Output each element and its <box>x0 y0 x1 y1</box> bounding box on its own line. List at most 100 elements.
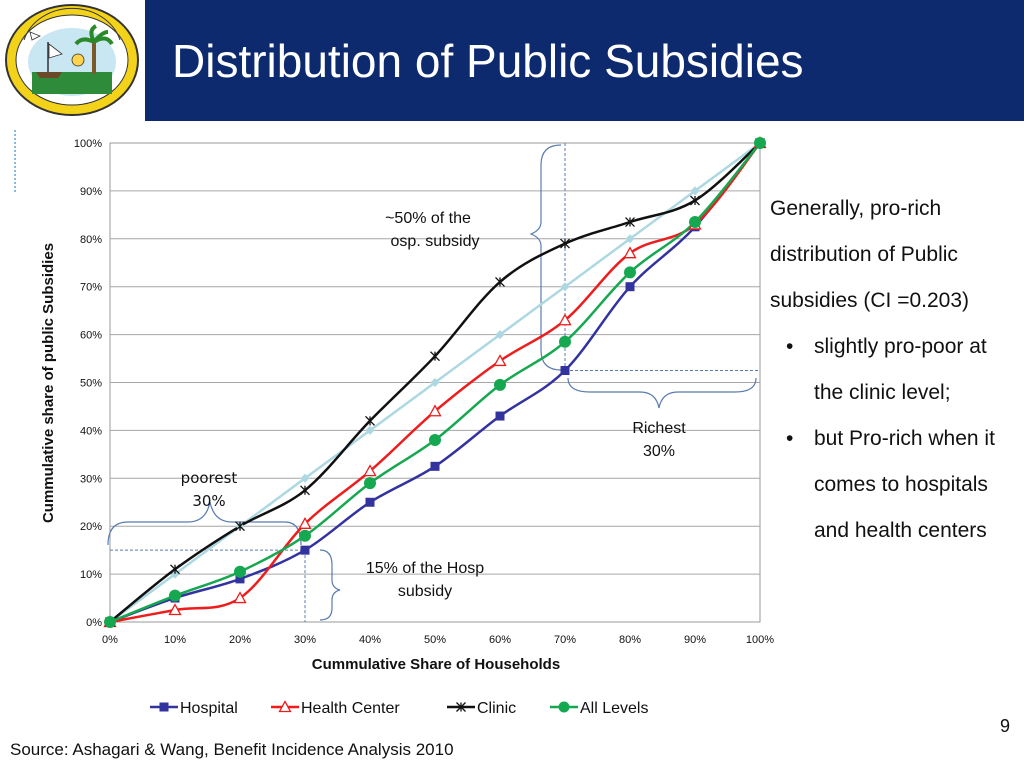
gridlines <box>110 190 760 575</box>
data-point-all-levels <box>624 266 636 279</box>
data-point-clinic <box>560 238 570 249</box>
data-point-hospital <box>495 411 505 421</box>
x-tick-label: 30% <box>294 634 316 646</box>
side-paragraph: Generally, pro-rich distribution of Publ… <box>770 197 970 312</box>
data-point-health-center <box>298 516 312 529</box>
brace-hosp15 <box>319 549 341 621</box>
slide-header: Distribution of Public Subsidies <box>0 0 1024 121</box>
y-tick-label: 70% <box>80 282 102 294</box>
series-line-all-levels <box>109 142 761 624</box>
annotation-hosp15-line1: 15% of the Hosp <box>366 560 484 577</box>
y-tick-label: 100% <box>74 138 102 150</box>
legend-marker-hospital <box>159 702 169 712</box>
chart: 0% 10% 20% 30% 40% 50% 60% 70% 80% 90% 100% 0% 10% 2… <box>40 136 774 717</box>
y-tick-label: 90% <box>80 186 102 198</box>
liberia-seal-logo <box>5 4 139 116</box>
x-tick-labels: 0% 10% 20% 30% 40% 50% 60% 70% 80% 90% 100% <box>102 634 774 646</box>
data-point-health-center <box>493 354 507 367</box>
data-point-all-levels <box>689 216 701 229</box>
data-point-clinic <box>690 195 700 206</box>
x-tick-label: 0% <box>102 634 118 646</box>
annotation-poorest-line1: poorest <box>181 469 238 487</box>
x-tick-label: 50% <box>424 634 446 646</box>
data-point-hospital <box>235 574 245 584</box>
data-point-health-center <box>233 591 247 604</box>
side-bullet-list: slightly pro-poor at the clinic level; b… <box>770 324 1020 554</box>
annotation-hosp50-line2: osp. subsidy <box>391 233 480 250</box>
left-dotted-rule <box>14 130 16 192</box>
data-point-equality <box>430 378 440 387</box>
x-tick-label: 100% <box>746 634 774 646</box>
x-tick-label: 90% <box>684 634 706 646</box>
legend-label-health-center: Health Center <box>301 700 400 717</box>
annotation-poorest-line2: 30% <box>192 492 225 510</box>
annotation-hosp15-line2: subsidy <box>398 583 452 600</box>
data-point-equality <box>365 425 375 435</box>
data-point-all-levels <box>364 477 376 490</box>
y-tick-label: 0% <box>86 617 102 629</box>
slide-title: Distribution of Public Subsidies <box>172 35 804 87</box>
y-tick-label: 30% <box>80 473 102 485</box>
data-point-all-levels <box>559 335 571 348</box>
data-point-clinic <box>235 521 245 532</box>
side-bullet-clinic: slightly pro-poor at the clinic level; <box>786 324 1020 416</box>
data-point-health-center <box>428 404 442 417</box>
x-tick-label: 70% <box>554 634 576 646</box>
legend-marker-all-levels <box>558 701 570 713</box>
data-point-health-center <box>168 603 182 616</box>
x-tick-label: 40% <box>359 634 381 646</box>
y-axis-label: Cummulative share of public Subsidies <box>40 243 57 523</box>
data-point-all-levels <box>299 529 311 542</box>
data-point-all-levels <box>429 433 441 446</box>
legend-label-all-levels: All Levels <box>580 700 648 717</box>
data-point-all-levels <box>754 137 766 149</box>
data-point-equality <box>625 234 635 244</box>
data-point-all-levels <box>494 378 506 391</box>
title-bar <box>145 0 1024 121</box>
data-point-all-levels <box>169 589 181 602</box>
data-point-all-levels <box>104 616 116 628</box>
data-point-health-center <box>623 246 637 259</box>
data-point-clinic <box>495 276 505 287</box>
data-point-hospital <box>625 282 635 292</box>
x-tick-label: 60% <box>489 634 511 646</box>
source-citation: Source: Ashagari & Wang, Benefit Inciden… <box>10 740 454 759</box>
data-point-hospital <box>365 497 375 507</box>
x-tick-label: 80% <box>619 634 641 646</box>
data-point-health-center <box>363 464 377 477</box>
page-number: 9 <box>1000 716 1011 736</box>
data-point-clinic <box>365 415 375 426</box>
data-point-clinic <box>170 564 180 575</box>
data-point-hospital <box>300 545 310 555</box>
data-point-all-levels <box>234 565 246 578</box>
data-point-clinic <box>300 485 310 496</box>
y-tick-label: 40% <box>80 425 102 437</box>
brace-richest <box>567 377 757 409</box>
y-tick-label: 50% <box>80 378 102 390</box>
annotation-richest-line1: Richest <box>632 420 686 437</box>
data-point-equality <box>690 186 700 196</box>
y-tick-labels: 0% 10% 20% 30% 40% 50% 60% 70% 80% 90% 100% <box>74 138 102 629</box>
data-point-hospital <box>560 366 570 376</box>
x-tick-label: 10% <box>164 634 186 646</box>
data-point-equality <box>495 330 505 340</box>
annotation-richest-line2: 30% <box>643 443 675 460</box>
annotation-hosp50-line1: ~50% of the <box>385 210 471 227</box>
data-point-hospital <box>430 461 440 471</box>
y-tick-label: 10% <box>80 569 102 581</box>
legend-marker-health-center <box>278 700 292 713</box>
x-axis-label: Cummulative Share of Households <box>312 656 560 673</box>
y-tick-label: 80% <box>80 234 102 246</box>
legend-label-clinic: Clinic <box>477 700 516 717</box>
chart-legend: Hospital Health Center Clinic All Levels <box>150 700 648 717</box>
data-point-equality <box>300 473 310 483</box>
series-line-hospital <box>109 142 761 624</box>
brace-poorest <box>107 501 302 546</box>
y-tick-label: 60% <box>80 330 102 342</box>
series-markers <box>103 136 767 628</box>
side-bullet-hospitals: but Pro-rich when it comes to hospitals … <box>786 416 1020 554</box>
y-tick-label: 20% <box>80 521 102 533</box>
data-point-clinic <box>625 217 635 227</box>
x-tick-label: 20% <box>229 634 251 646</box>
data-point-clinic <box>430 351 440 362</box>
